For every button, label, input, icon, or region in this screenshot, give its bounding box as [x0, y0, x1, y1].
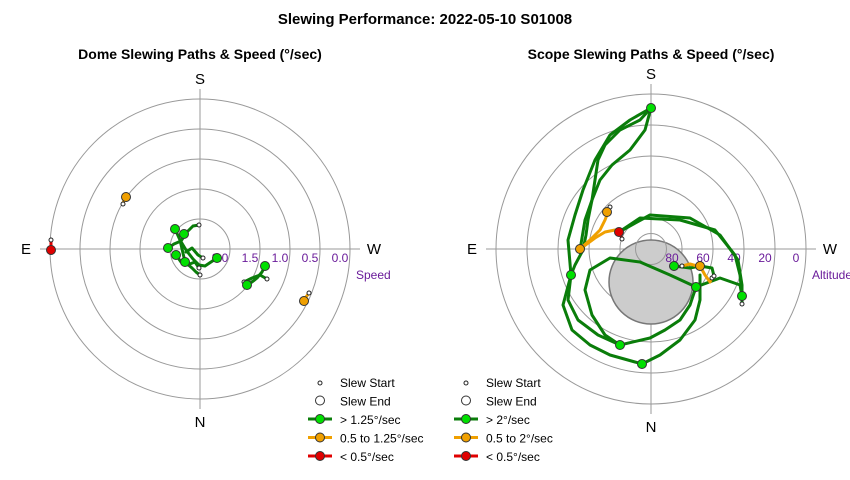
scope-slew-start-marker [619, 236, 625, 242]
dome-slew-start-marker [264, 276, 270, 282]
scope-slew-end-marker-slow [614, 227, 624, 237]
dome-slew-end-marker-fast [180, 257, 190, 267]
scope-slew-path-fast [561, 273, 644, 366]
dome-radial-tick: 1.0 [272, 251, 289, 265]
dome-slew-end-marker-fast [242, 280, 252, 290]
scope-slew-end-marker-fast [669, 261, 679, 271]
scope-legend-label: 0.5 to 2°/sec [486, 432, 553, 446]
dome-legend-dot-slow [315, 451, 325, 461]
scope-slew-end-marker-fast [637, 359, 647, 369]
dome-dir-bottom: N [195, 414, 206, 431]
dome-legend-end-marker [315, 395, 325, 406]
dome-slew-path-fast [242, 273, 269, 284]
scope-slew-path-fast [583, 256, 698, 347]
scope-dir-left: E [467, 241, 477, 258]
scope-legend-start-marker [463, 380, 469, 386]
dome-slew-end-marker-slow [46, 245, 56, 255]
scope-legend-label: Slew End [486, 395, 537, 409]
scope-radial-tick: 20 [758, 251, 772, 265]
scope-slew-start-marker [679, 263, 685, 269]
scope-legend-label: < 0.5°/sec [486, 450, 540, 464]
scope-legend: Slew Start Slew End > 2°/sec 0.5 to 2°/sec <… [454, 376, 553, 464]
dome-slew-end-marker-fast [163, 243, 173, 253]
dome-legend-label: 0.5 to 1.25°/sec [340, 432, 424, 446]
dome-slew-end-marker-fast [179, 229, 189, 239]
scope-slew-end-marker-fast [691, 282, 701, 292]
dome-slew-start-marker [196, 222, 202, 228]
dome-legend-label: Slew Start [340, 376, 395, 390]
scope-slew-path-fast [694, 276, 744, 298]
scope-legend-dot-fast [461, 414, 471, 424]
dome-legend: Slew Start Slew End > 1.25°/sec 0.5 to 1.25… [308, 376, 424, 464]
dome-dir-left: E [21, 241, 31, 258]
scope-slew-path-medium [578, 228, 617, 251]
scope-slew-path-fast [566, 273, 622, 347]
dome-slew-start-marker [48, 237, 54, 243]
scope-title: Scope Slewing Paths & Speed (°/sec) [528, 46, 775, 62]
scope-slew-end-marker-fast [646, 103, 656, 113]
scope-slew-start-marker [739, 301, 745, 307]
scope-radial-label: Altitude [812, 268, 850, 282]
dome-radial-label: Speed [356, 268, 391, 282]
scope-slew-path-medium [680, 262, 699, 268]
dome-radial-tick: 1.5 [242, 251, 259, 265]
scope-panel: Scope Slewing Paths & Speed (°/sec)SNE W8… [454, 46, 850, 464]
dome-panel: Dome Slewing Paths & Speed (°/sec)SNEW2.… [21, 46, 424, 464]
scope-slew-path-fast [617, 213, 744, 306]
scope-legend-dot-slow [461, 451, 471, 461]
scope-slew-path-fast [640, 273, 702, 366]
dome-slew-start-marker [197, 272, 203, 278]
scope-slew-path-fast [618, 285, 698, 347]
scope-slew-end-marker-medium [602, 207, 612, 217]
dome-slew-start-marker [196, 265, 202, 271]
dome-slew-start-marker [120, 201, 126, 207]
scope-slew-end-marker-fast [737, 291, 747, 301]
dome-legend-label: < 0.5°/sec [340, 450, 394, 464]
scope-legend-dot-medium [461, 432, 471, 443]
dome-slew-end-marker-fast [260, 261, 270, 271]
scope-dir-bottom: N [646, 419, 657, 436]
dome-slew-end-marker-medium [299, 296, 309, 306]
scope-slew-end-marker-fast [615, 340, 625, 350]
dome-slew-end-marker-medium [121, 192, 131, 202]
dome-slew-start-marker [200, 255, 206, 261]
dome-slew-end-marker-fast [212, 253, 222, 263]
main-title: Slewing Performance: 2022-05-10 S01008 [278, 11, 572, 28]
dome-dir-right: W [367, 241, 382, 258]
scope-slew-end-marker-fast [566, 270, 576, 280]
dome-legend-label: Slew End [340, 395, 391, 409]
scope-slew-path-fast [566, 106, 653, 277]
dome-slew-end-marker-fast [170, 224, 180, 234]
dome-legend-dot-fast [315, 414, 325, 424]
dome-legend-label: > 1.25°/sec [340, 413, 401, 427]
scope-zenith-ring [635, 233, 667, 265]
dome-title: Dome Slewing Paths & Speed (°/sec) [78, 46, 322, 62]
dome-dir-top: S [195, 71, 205, 88]
dome-radial-tick: 0.0 [332, 251, 349, 265]
dome-legend-start-marker [317, 380, 323, 386]
scope-slew-end-marker-medium [695, 261, 705, 271]
scope-legend-label: Slew Start [486, 376, 541, 390]
dome-slew-end-marker-fast [171, 250, 181, 260]
scope-slew-start-marker [711, 273, 717, 279]
dome-slew-path-fast [178, 238, 202, 277]
scope-slew-path-fast [578, 106, 653, 252]
dome-legend-dot-medium [315, 432, 325, 443]
scope-dir-top: S [646, 66, 656, 83]
scope-legend-label: > 2°/sec [486, 413, 530, 427]
dome-slew-path-fast [184, 246, 205, 260]
scope-legend-end-marker [461, 395, 471, 406]
scope-radial-tick: 0 [793, 251, 800, 265]
dome-slew-start-marker [306, 290, 312, 296]
scope-zenith-exclusion-disc [608, 239, 694, 325]
scope-slew-end-marker-medium [575, 244, 585, 254]
scope-dir-right: W [823, 241, 838, 258]
dome-radial-tick: 0.5 [302, 251, 319, 265]
